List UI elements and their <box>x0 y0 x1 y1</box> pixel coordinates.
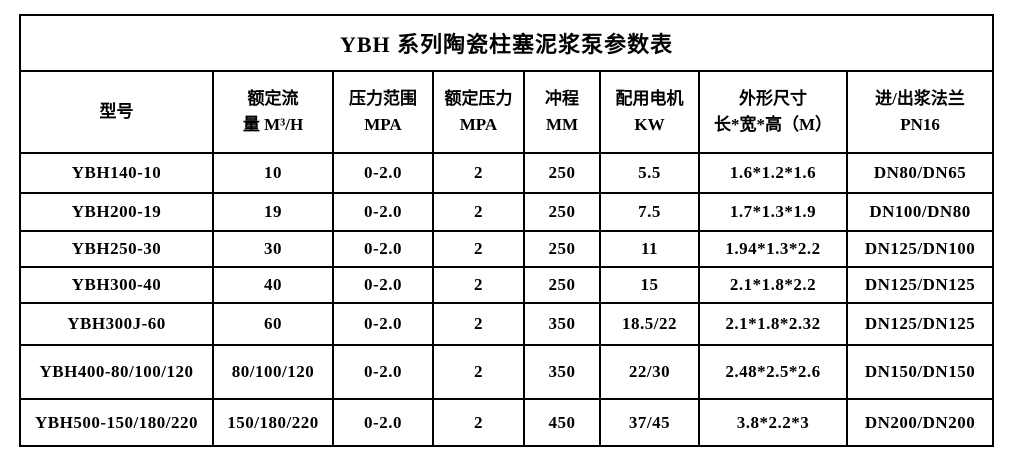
table-row: YBH400-80/100/120 80/100/120 0-2.0 2 350… <box>19 344 995 400</box>
table-cell-flange: DN100/DN80 <box>845 192 995 232</box>
table-cell-pressure-range: 0-2.0 <box>332 344 434 400</box>
table-cell-rated-pressure: 2 <box>432 302 525 346</box>
table-cell-motor: 15 <box>599 266 700 304</box>
header-line: PN16 <box>900 115 940 134</box>
table-cell-rated-pressure: 2 <box>432 192 525 232</box>
table-cell-flow: 30 <box>212 230 334 268</box>
header-line: 压力范围 <box>349 89 417 108</box>
table-cell-model: YBH140-10 <box>19 152 214 194</box>
table-cell-pressure-range: 0-2.0 <box>332 152 434 194</box>
table-cell-rated-pressure: 2 <box>432 344 525 400</box>
table-cell-pressure-range: 0-2.0 <box>332 302 434 346</box>
table-cell-rated-pressure: 2 <box>432 152 525 194</box>
table-cell-model: YBH250-30 <box>19 230 214 268</box>
table-cell-motor: 18.5/22 <box>599 302 700 346</box>
table-cell-dimensions: 1.6*1.2*1.6 <box>698 152 848 194</box>
table-cell-flange: DN125/DN125 <box>845 266 995 304</box>
table-cell-rated-pressure: 2 <box>432 230 525 268</box>
table-cell-stroke: 250 <box>523 192 601 232</box>
table-cell-pressure-range: 0-2.0 <box>332 192 434 232</box>
table-cell-motor: 5.5 <box>599 152 700 194</box>
header-line: 外形尺寸 <box>739 89 807 108</box>
table-cell-rated-pressure: 2 <box>432 398 525 447</box>
header-line: MPA <box>459 115 498 134</box>
table-cell-flange: DN80/DN65 <box>845 152 995 194</box>
table-cell-model: YBH300J-60 <box>19 302 214 346</box>
table-cell-dimensions: 2.1*1.8*2.32 <box>698 302 848 346</box>
table-cell-flow: 19 <box>212 192 334 232</box>
table-row: YBH300-40 40 0-2.0 2 250 15 2.1*1.8*2.2 … <box>19 266 995 304</box>
header-line: 型号 <box>99 102 134 121</box>
table-cell-flow: 150/180/220 <box>212 398 334 447</box>
table-cell-flange: DN125/DN100 <box>845 230 995 268</box>
header-line: 长*宽*高（M） <box>713 115 833 134</box>
header-line: 额定压力 <box>444 89 513 108</box>
table-cell-model: YBH500-150/180/220 <box>19 398 214 447</box>
table-title: YBH 系列陶瓷柱塞泥浆泵参数表 <box>18 14 995 72</box>
header-line: 冲程 <box>545 89 579 108</box>
table-cell-motor: 11 <box>599 230 700 268</box>
table-cell-model: YBH300-40 <box>19 266 214 304</box>
table-cell-motor: 7.5 <box>599 192 700 232</box>
header-line: MM <box>545 115 579 134</box>
column-header-stroke: 冲程 MM <box>523 70 601 154</box>
table-cell-flange: DN150/DN150 <box>845 344 995 400</box>
table-row: YBH200-19 19 0-2.0 2 250 7.5 1.7*1.3*1.9… <box>19 192 995 232</box>
table-cell-dimensions: 2.1*1.8*2.2 <box>698 266 848 304</box>
table-cell-flange: DN125/DN125 <box>845 302 995 346</box>
pump-parameter-table: YBH 系列陶瓷柱塞泥浆泵参数表 型号 额定流 量 M³/H 压力范围 MPA … <box>18 14 995 447</box>
column-header-rated-flow: 额定流 量 M³/H <box>212 70 334 154</box>
column-header-pressure-range: 压力范围 MPA <box>332 70 434 154</box>
table-cell-motor: 22/30 <box>599 344 700 400</box>
table-cell-flow: 80/100/120 <box>212 344 334 400</box>
table-row: YBH500-150/180/220 150/180/220 0-2.0 2 4… <box>19 398 995 447</box>
table-cell-dimensions: 3.8*2.2*3 <box>698 398 848 447</box>
table-cell-stroke: 250 <box>523 266 601 304</box>
table-cell-pressure-range: 0-2.0 <box>332 266 434 304</box>
table-cell-model: YBH400-80/100/120 <box>19 344 214 400</box>
table-cell-stroke: 250 <box>523 230 601 268</box>
column-header-rated-pressure: 额定压力 MPA <box>432 70 525 154</box>
header-line: 进/出浆法兰 <box>875 89 965 108</box>
table-row: YBH140-10 10 0-2.0 2 250 5.5 1.6*1.2*1.6… <box>19 152 995 194</box>
table-row: YBH300J-60 60 0-2.0 2 350 18.5/22 2.1*1.… <box>19 302 995 346</box>
table-cell-flow: 60 <box>212 302 334 346</box>
table-cell-model: YBH200-19 <box>19 192 214 232</box>
column-header-motor: 配用电机 KW <box>599 70 700 154</box>
column-header-dimensions: 外形尺寸 长*宽*高（M） <box>698 70 848 154</box>
table-cell-stroke: 350 <box>523 344 601 400</box>
table-cell-flow: 40 <box>212 266 334 304</box>
table-cell-dimensions: 1.94*1.3*2.2 <box>698 230 848 268</box>
table-cell-flange: DN200/DN200 <box>845 398 995 447</box>
header-line: 额定流 <box>247 89 299 108</box>
column-header-flange: 进/出浆法兰 PN16 <box>845 70 995 154</box>
header-line: MPA <box>364 115 402 134</box>
table-cell-stroke: 450 <box>523 398 601 447</box>
table-row: YBH250-30 30 0-2.0 2 250 11 1.94*1.3*2.2… <box>19 230 995 268</box>
header-line: KW <box>634 115 665 134</box>
table-cell-stroke: 350 <box>523 302 601 346</box>
header-row: 型号 额定流 量 M³/H 压力范围 MPA 额定压力 MPA 冲程 MM <box>19 70 995 154</box>
table-cell-stroke: 250 <box>523 152 601 194</box>
table-cell-rated-pressure: 2 <box>432 266 525 304</box>
table-cell-pressure-range: 0-2.0 <box>332 230 434 268</box>
table-cell-flow: 10 <box>212 152 334 194</box>
header-line: 配用电机 <box>615 89 684 108</box>
column-header-model: 型号 <box>19 70 214 154</box>
table-cell-dimensions: 1.7*1.3*1.9 <box>698 192 848 232</box>
table-cell-motor: 37/45 <box>599 398 700 447</box>
title-row: YBH 系列陶瓷柱塞泥浆泵参数表 <box>18 14 995 72</box>
table-cell-dimensions: 2.48*2.5*2.6 <box>698 344 848 400</box>
table-cell-pressure-range: 0-2.0 <box>332 398 434 447</box>
header-line: 量 M³/H <box>242 115 304 134</box>
